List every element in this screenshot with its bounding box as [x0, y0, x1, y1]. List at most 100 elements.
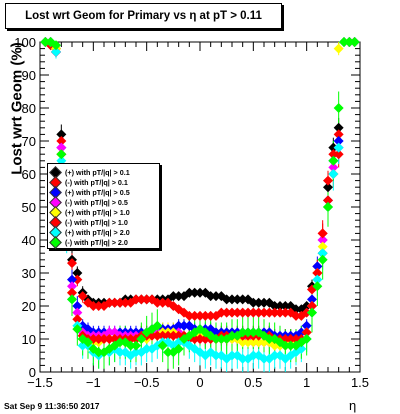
- axis-ticks: [39, 41, 361, 373]
- data-point: [237, 337, 248, 348]
- legend-label: (+) with pT/|q| > 2.0: [65, 227, 130, 237]
- data-point: [72, 301, 83, 311]
- data-point: [67, 281, 77, 292]
- data-point: [163, 347, 173, 358]
- x-tick-label: −0.5: [134, 375, 160, 390]
- data-point: [211, 291, 221, 302]
- data-point: [179, 320, 189, 331]
- data-point: [317, 248, 328, 259]
- data-point: [211, 334, 221, 344]
- data-point: [216, 307, 227, 318]
- data-point: [131, 294, 141, 305]
- data-point: [173, 343, 184, 354]
- data-point: [253, 297, 264, 308]
- y-tick-label: 0: [29, 365, 36, 380]
- data-point: [205, 310, 216, 321]
- legend-label: (-) with pT/|q| > 1.0: [65, 217, 128, 227]
- data-point: [253, 307, 264, 318]
- data-point: [344, 37, 355, 47]
- data-point: [173, 320, 184, 331]
- data-point: [109, 297, 120, 308]
- data-point: [232, 307, 243, 318]
- data-point: [323, 175, 333, 186]
- data-point: [120, 297, 131, 308]
- data-point: [339, 37, 349, 47]
- data-point: [312, 274, 323, 285]
- x-tick-label: −1.5: [27, 375, 53, 390]
- data-point: [333, 129, 344, 140]
- data-point: [243, 337, 253, 348]
- legend-entry: (-) with pT/|q| > 0.1: [49, 175, 128, 189]
- data-point: [227, 294, 237, 305]
- legend-entry: (-) with pT/|q| > 0.5: [49, 195, 128, 209]
- data-point: [248, 337, 259, 348]
- data-point: [211, 350, 221, 361]
- data-point: [216, 334, 227, 344]
- data-point: [301, 327, 312, 338]
- data-point: [157, 297, 168, 308]
- data-point: [275, 301, 285, 311]
- data-point: [189, 310, 200, 321]
- data-point: [221, 307, 232, 318]
- data-point: [237, 307, 248, 318]
- data-markers: [40, 37, 360, 364]
- legend-entry: (+) with pT/|q| > 2.0: [49, 225, 130, 239]
- data-point: [317, 228, 328, 239]
- data-point: [237, 294, 248, 305]
- data-point: [328, 155, 339, 166]
- data-point: [168, 291, 179, 302]
- data-point: [307, 301, 317, 311]
- data-point: [168, 330, 179, 341]
- data-point: [232, 294, 243, 305]
- chart-title: Lost wrt Geom for Primary vs η at pT > 0…: [5, 3, 282, 29]
- y-tick-label: 80: [22, 101, 36, 116]
- data-point: [173, 291, 184, 302]
- data-point: [259, 353, 269, 364]
- data-point: [40, 37, 51, 47]
- x-tick-label: −1: [86, 375, 101, 390]
- data-point: [184, 310, 195, 321]
- data-point: [264, 307, 275, 318]
- data-point: [301, 334, 312, 344]
- data-point: [323, 182, 333, 193]
- x-tick-label: 1: [303, 375, 310, 390]
- data-point: [248, 307, 259, 318]
- data-point: [163, 330, 173, 341]
- data-point: [328, 162, 339, 173]
- data-point: [307, 307, 317, 318]
- data-point: [67, 274, 77, 285]
- data-point: [328, 169, 339, 179]
- data-point: [77, 291, 88, 302]
- y-tick-label: 50: [22, 200, 36, 215]
- legend-label: (-) with pT/|q| > 0.5: [65, 197, 128, 207]
- data-point: [301, 301, 312, 311]
- legend-entry: (+) with pT/|q| > 1.0: [49, 205, 130, 219]
- legend-label: (+) with pT/|q| > 0.1: [65, 167, 130, 177]
- data-point: [131, 347, 141, 358]
- y-tick-label: 30: [22, 266, 36, 281]
- legend-marker: [49, 235, 62, 249]
- y-axis-label: Lost wrt Geom (%): [8, 42, 26, 175]
- data-point: [285, 334, 296, 344]
- y-tick-label: 90: [22, 68, 36, 83]
- data-point: [227, 330, 237, 341]
- data-point: [328, 149, 339, 160]
- data-point: [184, 287, 195, 298]
- data-point: [51, 40, 61, 51]
- data-point: [131, 340, 141, 351]
- data-point: [56, 149, 67, 160]
- data-point: [317, 254, 328, 265]
- data-point: [67, 294, 77, 305]
- data-point: [301, 320, 312, 331]
- data-point: [157, 330, 168, 341]
- data-point: [317, 241, 328, 252]
- x-tick-label: 0.5: [244, 375, 262, 390]
- data-point: [152, 330, 163, 341]
- data-point: [328, 142, 339, 153]
- y-tick-label: 40: [22, 233, 36, 248]
- data-point: [291, 310, 301, 321]
- data-point: [83, 337, 93, 348]
- tick-labels: −1.5 −1 −0.5 0 0.5 1 1.5 0 10 20 30 40 50 60 70 80 90 100: [14, 35, 369, 390]
- data-point: [152, 297, 163, 308]
- data-point: [141, 294, 152, 305]
